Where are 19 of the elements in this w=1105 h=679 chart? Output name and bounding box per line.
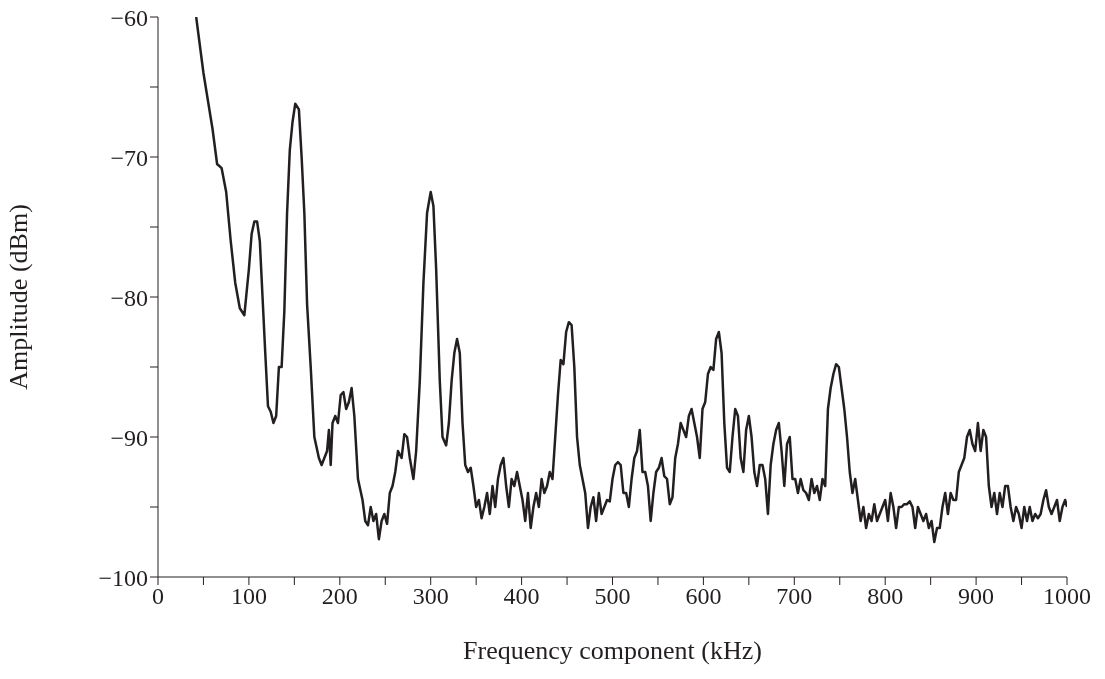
y-tick-label: −80: [110, 284, 148, 311]
y-tick-label: −100: [98, 564, 148, 591]
x-tick-label: 800: [867, 583, 904, 610]
x-tick-label: 900: [958, 583, 995, 610]
x-tick-label: 400: [503, 583, 540, 610]
x-tick-label: 700: [776, 583, 813, 610]
x-tick-label: 0: [152, 583, 164, 610]
y-tick-label: −70: [110, 144, 148, 171]
x-tick-label: 500: [594, 583, 631, 610]
x-tick-label: 300: [412, 583, 449, 610]
x-tick-label: 1000: [1043, 583, 1091, 610]
x-tick-label: 600: [685, 583, 722, 610]
x-tick-label: 200: [321, 583, 358, 610]
y-tick-label: −90: [110, 424, 148, 451]
y-tick-label: −60: [110, 4, 148, 31]
x-axis-title: Frequency component (kHz): [463, 636, 762, 665]
x-tick-label: 100: [230, 583, 267, 610]
y-axis-title: Amplitude (dBm): [4, 204, 34, 390]
line-series: [194, 17, 1067, 544]
